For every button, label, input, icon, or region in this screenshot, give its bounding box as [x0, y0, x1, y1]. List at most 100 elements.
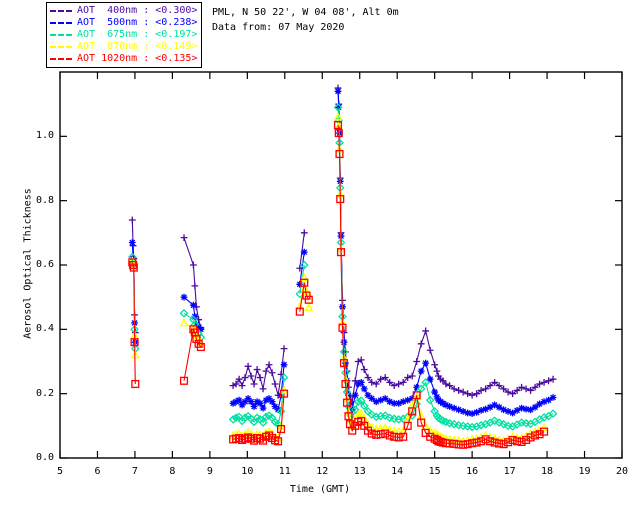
marker-diamond [367, 410, 377, 419]
marker-star [439, 399, 447, 407]
marker-plus [540, 379, 548, 386]
marker-star [241, 398, 249, 406]
marker-plus [368, 379, 376, 386]
marker-star [455, 406, 463, 414]
marker-square [338, 323, 347, 332]
series-line [232, 348, 285, 396]
x-tick-label: 16 [466, 466, 479, 477]
marker-diamond [231, 413, 241, 423]
marker-plus [250, 380, 258, 388]
marker-diamond [436, 415, 445, 424]
marker-plus [504, 388, 512, 396]
x-tick-label: 11 [278, 466, 291, 477]
marker-star [431, 388, 439, 396]
marker-star [274, 406, 282, 414]
marker-plus [522, 385, 530, 393]
marker-star [180, 293, 188, 301]
marker-diamond [425, 395, 435, 405]
marker-diamond [261, 412, 271, 422]
x-tick-label: 15 [428, 466, 441, 477]
marker-square [295, 307, 304, 316]
marker-plus [372, 380, 380, 388]
marker-star [417, 367, 425, 375]
x-tick-label: 8 [169, 466, 176, 477]
x-tick-label: 19 [578, 466, 591, 477]
marker-square [381, 429, 390, 438]
marker-star [399, 398, 407, 406]
marker-star [197, 325, 205, 333]
marker-star [354, 380, 362, 388]
marker-diamond [416, 384, 426, 394]
marker-star [386, 398, 394, 406]
marker-diamond [380, 411, 390, 420]
legend-dash-icon [50, 34, 72, 36]
marker-plus [244, 362, 252, 370]
marker-star [482, 405, 490, 413]
marker-star [364, 391, 372, 399]
marker-square [417, 418, 426, 427]
marker-plus [399, 379, 407, 386]
marker-star [442, 401, 450, 409]
marker-square [550, 0, 557, 7]
marker-diamond [276, 407, 286, 416]
marker-triangle [179, 318, 189, 327]
marker-plus [232, 380, 240, 388]
marker-plus [459, 388, 467, 396]
marker-plus [247, 372, 255, 380]
marker-square [192, 334, 201, 344]
marker-plus [128, 216, 136, 224]
marker-diamond [299, 260, 309, 270]
x-tick-label: 13 [353, 466, 366, 477]
marker-diamond [490, 416, 499, 426]
legend-item-aot-400nm: AOT 400nm : <0.300> [50, 5, 197, 17]
marker-plus [300, 229, 308, 237]
series-aot-500nm [128, 87, 557, 418]
marker-triangle [333, 112, 343, 121]
marker-star [486, 403, 494, 411]
x-tick-label: 12 [316, 466, 329, 477]
legend-item-label: AOT 500nm : <0.238> [77, 17, 198, 28]
marker-star [468, 410, 476, 418]
marker-triangle [304, 302, 314, 311]
legend-item-label: AOT 400nm : <0.300> [77, 5, 198, 16]
marker-plus [351, 377, 359, 385]
marker-square [274, 437, 283, 446]
legend-item-aot-500nm: AOT 500nm : <0.238> [50, 17, 197, 29]
marker-plus [518, 383, 525, 391]
marker-square [344, 412, 353, 421]
marker-square [403, 421, 412, 430]
marker-triangle [299, 273, 309, 282]
marker-star [247, 398, 255, 406]
marker-star [509, 409, 516, 417]
y-tick-label: 0.6 [35, 259, 54, 270]
marker-plus [404, 374, 412, 381]
series-aot-1020nm [128, 0, 557, 449]
marker-star [408, 395, 416, 402]
marker-plus [545, 377, 552, 385]
marker-plus [426, 346, 434, 354]
marker-diamond [472, 422, 481, 431]
marker-square [504, 438, 513, 447]
marker-star [518, 404, 525, 412]
marker-plus [527, 387, 534, 394]
x-axis-label: Time (GMT) [289, 484, 351, 495]
marker-star [268, 398, 276, 406]
x-tick-label: 7 [131, 466, 138, 477]
marker-square [408, 407, 417, 416]
marker-diamond [499, 419, 508, 429]
marker-diamond [228, 415, 238, 424]
marker-plus [482, 385, 490, 393]
marker-plus [495, 382, 503, 390]
marker-diamond [359, 401, 369, 411]
y-tick-label: 0.8 [35, 194, 54, 206]
marker-star [450, 404, 458, 412]
marker-star [513, 406, 521, 414]
legend-item-aot-675nm: AOT 675nm : <0.197> [50, 29, 197, 41]
legend-dash-icon [50, 22, 72, 24]
marker-star [335, 103, 343, 111]
series-aot-400nm [128, 84, 557, 406]
marker-diamond [449, 419, 459, 429]
marker-star [368, 395, 376, 402]
marker-star [259, 404, 267, 412]
